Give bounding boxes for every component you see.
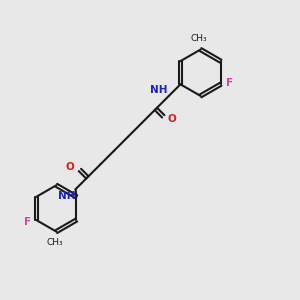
Text: O: O: [168, 114, 176, 124]
Text: F: F: [226, 78, 233, 88]
Text: NH: NH: [150, 85, 167, 94]
Text: CH₃: CH₃: [191, 34, 207, 43]
Text: CH₃: CH₃: [46, 238, 63, 247]
Text: F: F: [24, 217, 31, 226]
Text: O: O: [66, 162, 75, 172]
Text: NH: NH: [58, 191, 76, 201]
